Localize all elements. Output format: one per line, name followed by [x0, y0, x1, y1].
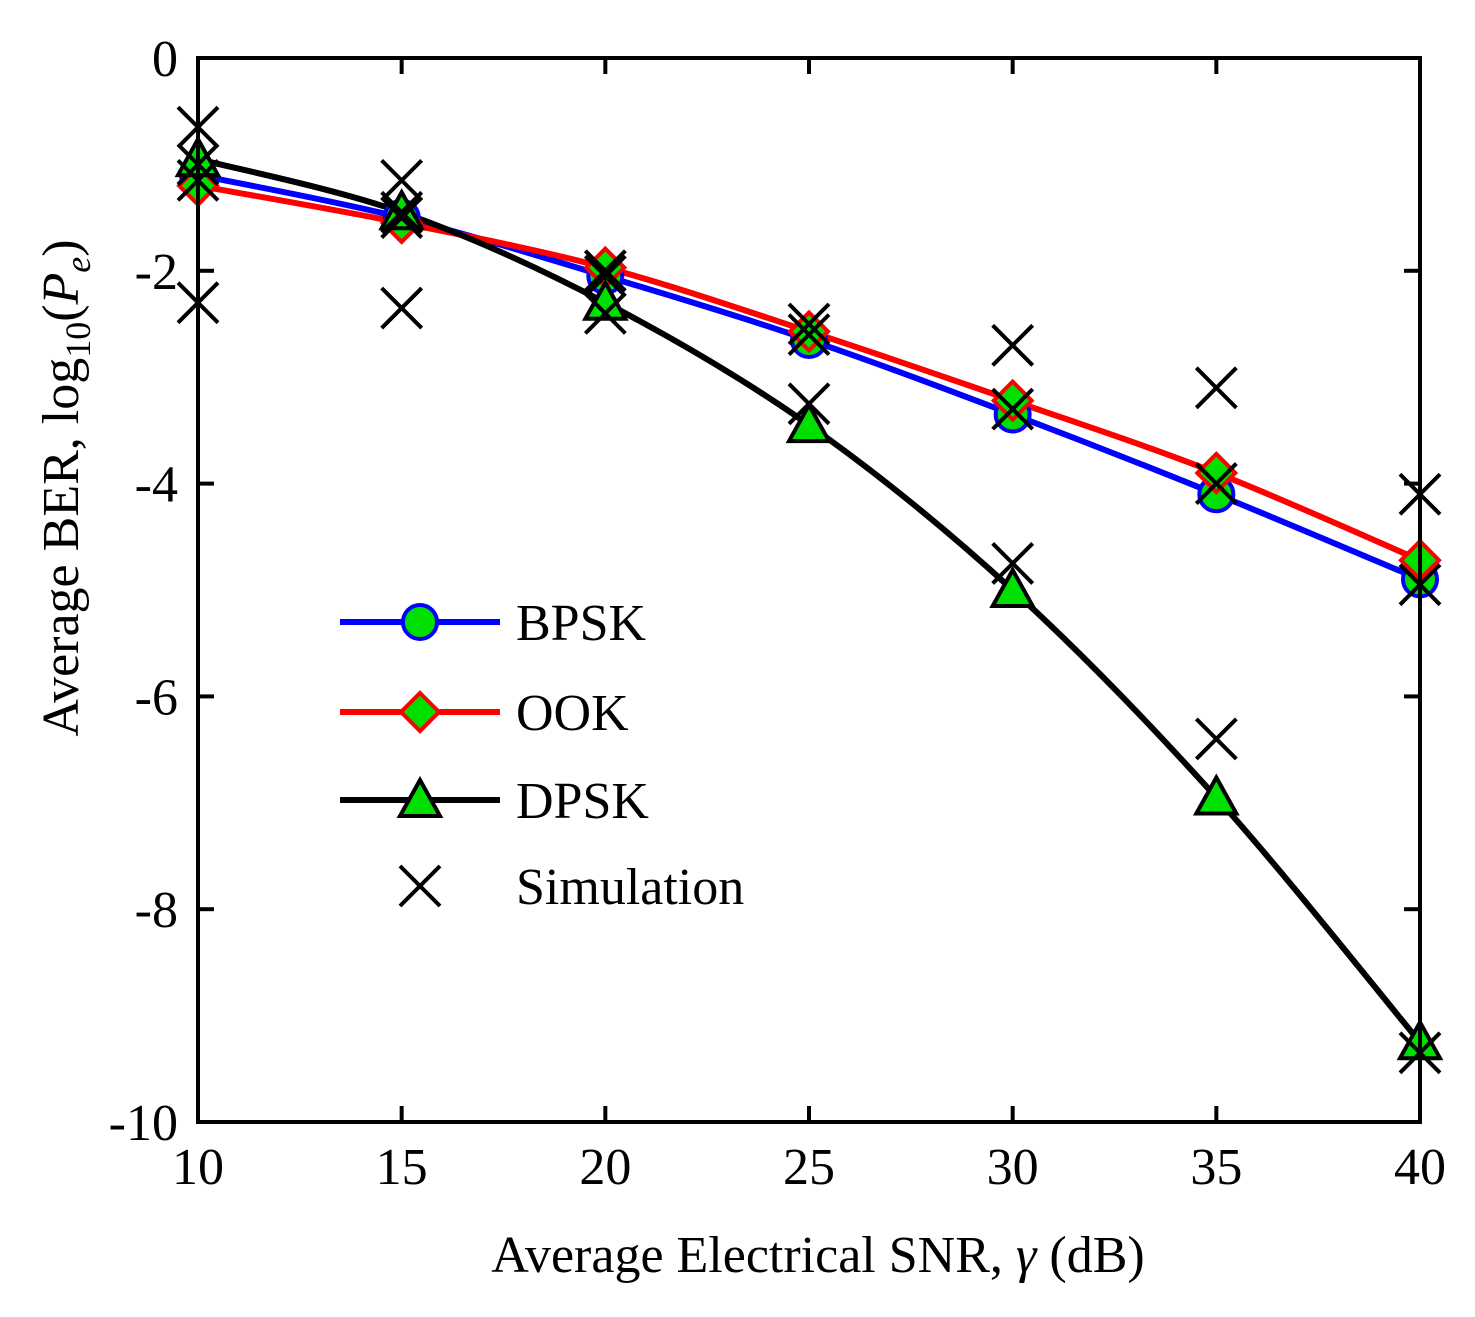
x-marker-stroke [787, 313, 831, 357]
x-marker-stroke [398, 864, 442, 908]
simulation-point [1194, 366, 1238, 410]
simulation-point [991, 541, 1035, 585]
simulation-point [787, 302, 831, 346]
series-point-dpsk [785, 400, 833, 444]
x-tick-label: 40 [1394, 1139, 1446, 1196]
series-point-ook [787, 309, 831, 354]
simulation-layer [176, 105, 1442, 1075]
y-axis-title-prefix: Average BER, log [33, 358, 90, 737]
simulation-point [380, 196, 424, 240]
x-marker-stroke [380, 286, 424, 330]
simulation-point [583, 249, 627, 293]
series-point-dpsk [1192, 773, 1240, 816]
simulation-point [583, 291, 627, 335]
series-point-dpsk [989, 565, 1037, 608]
x-tick-label: 35 [1190, 1139, 1242, 1196]
series-line-dpsk [197, 156, 1423, 1045]
x-axis-title-symbol: γ [1016, 1227, 1038, 1284]
x-tick-label: 10 [172, 1139, 224, 1196]
x-marker-stroke [1194, 717, 1238, 761]
x-tick-label: 15 [376, 1139, 428, 1196]
y-tick-label: -8 [135, 882, 178, 939]
legend-marker-ook [398, 690, 442, 734]
simulation-point [991, 387, 1035, 431]
y-tick-label: 0 [152, 31, 178, 88]
simulation-point [380, 190, 424, 234]
simulation-point [787, 313, 831, 357]
y-axis-title-sub: 10 [58, 322, 98, 358]
y-axis-title-close: ) [33, 239, 90, 256]
x-marker-stroke [380, 196, 424, 240]
x-axis-title: Average Electrical SNR, γ (dB) [491, 1227, 1144, 1284]
simulation-point [1194, 717, 1238, 761]
y-axis-title: Average BER, log10(Pe) [33, 239, 98, 736]
simulation-point [380, 158, 424, 202]
x-axis-title-suffix: (dB) [1036, 1227, 1144, 1284]
legend-marker-bpsk [401, 603, 439, 641]
x-marker-stroke [787, 382, 831, 426]
x-marker-stroke [787, 302, 831, 346]
x-axis-title-prefix: Average Electrical SNR, [491, 1227, 1016, 1284]
x-marker-stroke [991, 323, 1035, 367]
x-tick-label: 30 [987, 1139, 1039, 1196]
simulation-point [583, 254, 627, 298]
legend-label-bpsk: BPSK [516, 595, 647, 652]
y-tick-label: -4 [135, 457, 178, 514]
x-tick-label: 20 [579, 1139, 631, 1196]
x-marker-stroke [991, 541, 1035, 585]
simulation-point [787, 382, 831, 426]
simulation-point [380, 286, 424, 330]
x-marker-stroke [583, 254, 627, 298]
x-marker-stroke [1194, 462, 1238, 506]
simulation-point [1194, 462, 1238, 506]
x-marker-stroke [1194, 366, 1238, 410]
x-axis: 10 15 20 25 30 35 40 [172, 58, 1446, 1196]
x-marker-stroke [583, 291, 627, 335]
x-marker-stroke [991, 387, 1035, 431]
x-tick-label: 25 [783, 1139, 835, 1196]
legend-label-ook: OOK [516, 685, 629, 742]
x-marker-stroke [380, 158, 424, 202]
y-axis-title-open: ( [33, 304, 90, 321]
y-axis-title-varsub: e [58, 257, 98, 273]
legend-marker-dpsk [396, 775, 444, 818]
y-axis-title-var: P [33, 273, 90, 306]
x-marker-stroke [380, 190, 424, 234]
legend: BPSK OOK DPSK Simulation [340, 595, 744, 916]
y-tick-label: -2 [135, 244, 178, 301]
series-layer [174, 134, 1444, 1061]
legend-label-dpsk: DPSK [516, 773, 649, 830]
legend-label-simulation: Simulation [516, 859, 744, 916]
y-tick-label: -10 [109, 1095, 178, 1152]
legend-marker-simulation [398, 864, 442, 908]
simulation-point [991, 323, 1035, 367]
series-point-ook [1194, 451, 1239, 495]
y-tick-label: -6 [135, 669, 178, 726]
y-axis: 0 -2 -4 -6 -8 -10 [109, 31, 1420, 1152]
x-marker-stroke [583, 249, 627, 293]
